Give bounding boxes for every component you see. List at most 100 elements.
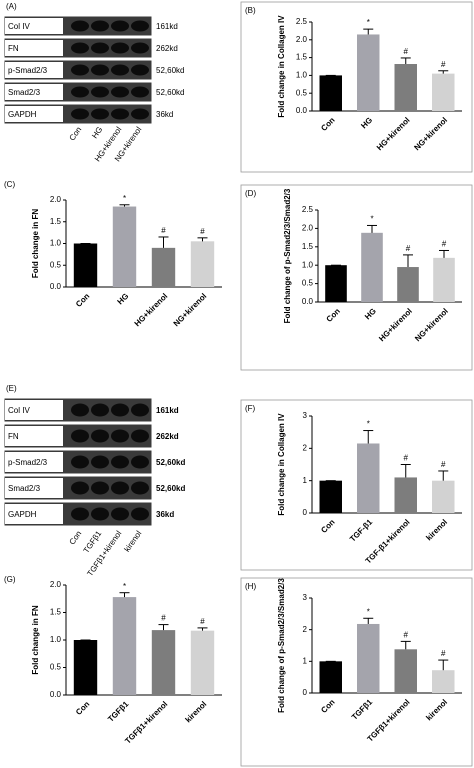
- band: [71, 86, 89, 98]
- protein-label: Smad2/3: [8, 88, 41, 97]
- panel-label: (B): [245, 6, 256, 15]
- band: [71, 455, 89, 469]
- y-axis-label: Fold change of p-Smad2/3/Smad2/3: [277, 578, 286, 713]
- panel-frame: [240, 1, 473, 173]
- lane-label: Con: [68, 529, 84, 546]
- y-axis-label: Fold change in FN: [31, 605, 40, 675]
- protein-label: p-Smad2/3: [8, 66, 48, 75]
- y-tick-label: 1.0: [296, 71, 308, 80]
- panel-frame: [240, 399, 473, 571]
- y-tick-label: 2: [303, 443, 308, 452]
- x-tick-label: NG+kirenol: [413, 307, 450, 344]
- significance-mark: #: [161, 226, 166, 235]
- band: [131, 108, 149, 120]
- band: [91, 507, 109, 521]
- x-tick-label: HG: [116, 292, 131, 307]
- lane-label: HG: [90, 125, 104, 140]
- band: [71, 64, 89, 76]
- y-tick-label: 0: [303, 508, 308, 517]
- bar: [73, 243, 98, 287]
- band: [91, 455, 109, 469]
- bar: [112, 206, 137, 287]
- significance-mark: #: [441, 460, 446, 469]
- label-box: [5, 400, 63, 420]
- band: [91, 20, 109, 32]
- bar: [357, 34, 380, 111]
- y-tick-label: 0.5: [50, 663, 62, 672]
- significance-mark: #: [200, 617, 205, 626]
- x-tick-label: Con: [319, 697, 336, 714]
- x-tick-label: Con: [319, 517, 336, 534]
- bar: [357, 443, 380, 513]
- band: [111, 429, 129, 443]
- y-tick-label: 2: [303, 625, 308, 634]
- band: [111, 108, 129, 120]
- band: [91, 481, 109, 495]
- protein-label: FN: [8, 44, 19, 53]
- y-axis-label: Fold change of p-Smad2/3/Smad2/3: [283, 188, 292, 323]
- bar: [433, 257, 455, 302]
- lane-label: Con: [68, 125, 84, 142]
- y-tick-label: 1.5: [296, 53, 308, 62]
- protein-label: Smad2/3: [8, 484, 41, 493]
- size-label: 36kd: [156, 110, 173, 119]
- bar: [432, 670, 455, 693]
- band: [71, 403, 89, 417]
- significance-mark: *: [367, 18, 370, 27]
- y-tick-label: 2.5: [296, 17, 308, 26]
- band: [111, 507, 129, 521]
- x-tick-label: HG: [363, 307, 378, 322]
- band: [111, 455, 129, 469]
- band: [71, 42, 89, 54]
- y-tick-label: 1.5: [302, 242, 314, 251]
- y-tick-label: 1.0: [50, 239, 62, 248]
- size-label: 262kd: [156, 44, 178, 53]
- x-tick-label: kirenol: [424, 518, 449, 543]
- band: [71, 20, 89, 32]
- band: [131, 64, 149, 76]
- label-box: [5, 452, 63, 472]
- y-tick-label: 1.0: [302, 260, 314, 269]
- x-tick-label: HG+kirenol: [377, 307, 414, 344]
- protein-label: Col IV: [8, 22, 30, 31]
- y-tick-label: 1: [303, 656, 308, 665]
- band: [131, 507, 149, 521]
- bar: [325, 265, 347, 302]
- x-tick-label: TGF-β1: [348, 517, 375, 544]
- bar: [361, 232, 383, 302]
- label-box: [5, 18, 63, 34]
- band: [131, 455, 149, 469]
- band: [131, 481, 149, 495]
- label-box: [5, 504, 63, 524]
- significance-mark: *: [123, 194, 126, 203]
- size-label: 52,60kd: [156, 66, 184, 75]
- x-tick-label: NG+kirenol: [172, 292, 209, 329]
- band: [91, 42, 109, 54]
- size-label: 52,60kd: [156, 88, 184, 97]
- significance-mark: *: [367, 420, 370, 429]
- bar: [319, 480, 342, 513]
- y-tick-label: 0.5: [302, 279, 314, 288]
- x-tick-label: Con: [319, 115, 336, 132]
- x-tick-label: kirenol: [424, 698, 449, 723]
- band: [91, 64, 109, 76]
- panel-label: (A): [6, 2, 17, 11]
- y-tick-label: 0.0: [302, 297, 314, 306]
- significance-mark: *: [123, 582, 126, 591]
- x-tick-label: HG: [359, 116, 374, 131]
- protein-label: GAPDH: [8, 110, 37, 119]
- size-label: 161kd: [156, 406, 179, 415]
- y-tick-label: 3: [303, 593, 308, 602]
- y-tick-label: 1: [303, 476, 308, 485]
- significance-mark: #: [441, 649, 446, 658]
- label-box: [5, 478, 63, 498]
- significance-mark: #: [406, 244, 411, 253]
- y-tick-label: 1.5: [50, 608, 62, 617]
- panel-label: (E): [6, 384, 17, 393]
- significance-mark: #: [404, 454, 409, 463]
- x-tick-label: Con: [74, 699, 91, 716]
- bar: [394, 64, 417, 111]
- panel-label: (G): [4, 575, 16, 584]
- significance-mark: *: [370, 215, 373, 224]
- protein-label: GAPDH: [8, 510, 37, 519]
